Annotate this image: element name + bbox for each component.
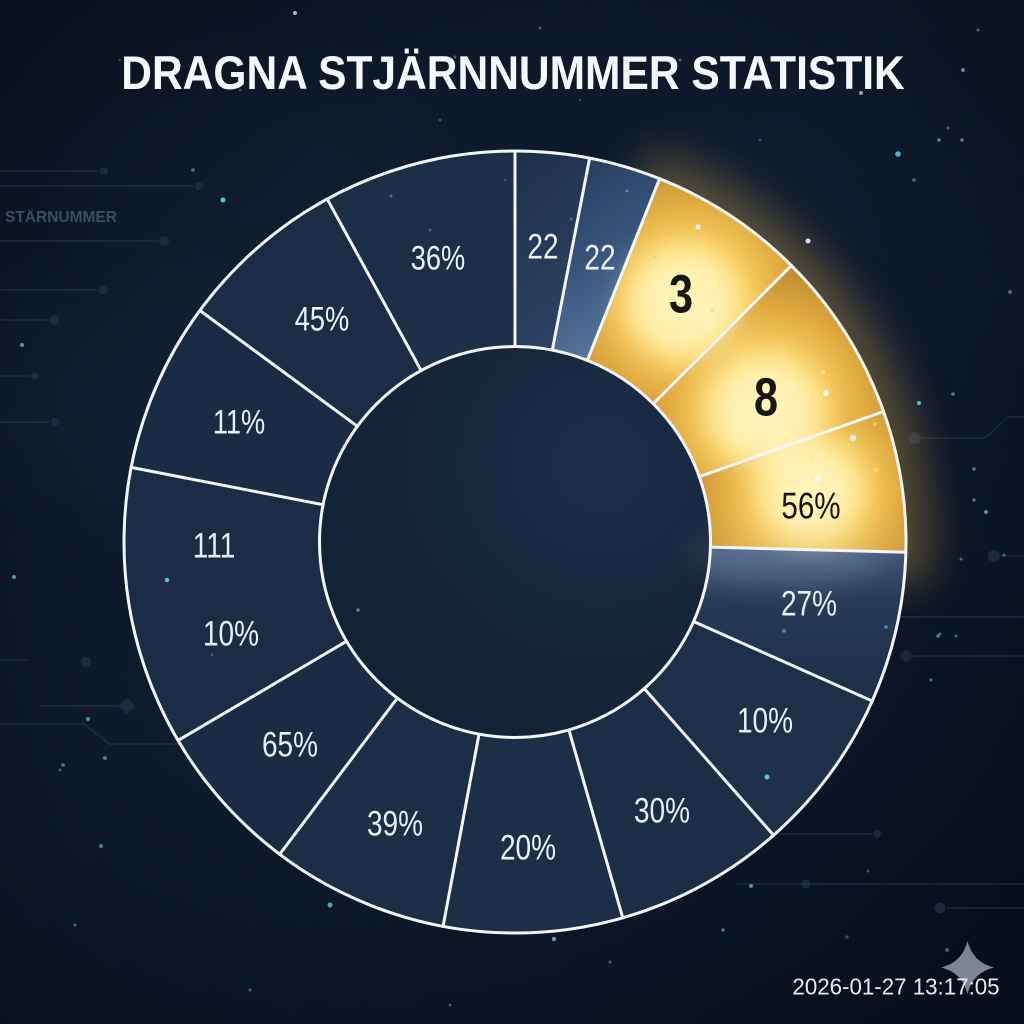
svg-text:8: 8 — [754, 368, 778, 428]
svg-text:DRAGNA STJÄRNNUMMER STATISTIK: DRAGNA STJÄRNNUMMER STATISTIK — [121, 47, 905, 99]
svg-text:45%: 45% — [295, 299, 349, 338]
svg-text:27%: 27% — [781, 584, 837, 624]
svg-text:11%: 11% — [213, 402, 265, 441]
svg-text:10%: 10% — [737, 701, 793, 741]
svg-text:36%: 36% — [411, 238, 465, 277]
svg-text:20%: 20% — [500, 828, 556, 868]
svg-text:22: 22 — [527, 227, 558, 267]
svg-text:3: 3 — [669, 265, 693, 325]
svg-text:111: 111 — [193, 526, 236, 566]
svg-text:56%: 56% — [781, 486, 840, 527]
svg-text:2026-01-27 13:17:05: 2026-01-27 13:17:05 — [792, 973, 999, 1000]
svg-text:65%: 65% — [262, 725, 318, 765]
svg-text:30%: 30% — [634, 791, 690, 831]
svg-text:39%: 39% — [367, 804, 423, 844]
svg-text:22: 22 — [584, 238, 615, 278]
svg-text:10%: 10% — [203, 614, 259, 654]
svg-text:STÄRNUMMER: STÄRNUMMER — [5, 209, 117, 226]
